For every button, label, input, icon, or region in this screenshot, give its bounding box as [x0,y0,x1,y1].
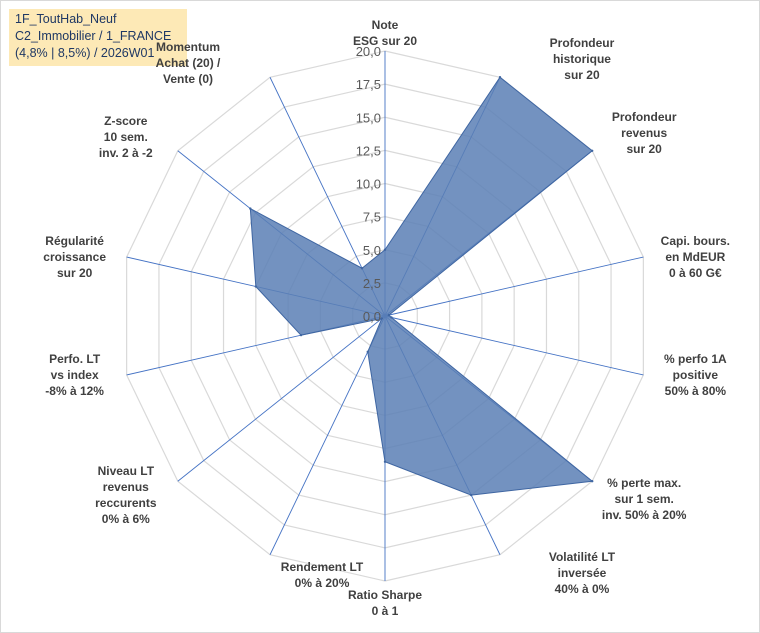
axis-label: Ratio Sharpe 0 à 1 [348,588,422,618]
data-point [366,350,369,354]
data-point [383,248,387,251]
info-box: 1F_ToutHab_Neuf C2_Immobilier / 1_FRANCE… [9,9,187,66]
data-point [383,460,387,463]
tick-label: 12,5 [356,143,381,158]
axis-label: % perfo 1A positive 50% à 80% [664,352,727,398]
tick-label: 0,0 [363,309,381,324]
axis-label-line: % perfo 1A [664,352,727,366]
tick-label: 20,0 [356,44,381,59]
radar-axis-labels: Note ESG sur 20 Profondeur historique sur 20… [43,18,730,618]
axis-label-line: Rendement LT [281,560,364,574]
data-point [498,76,502,79]
axis-label-line: inv. 2 à -2 [99,146,153,160]
info-line-1: 1F_ToutHab_Neuf [15,12,117,26]
axis-label-line: croissance [43,250,106,264]
axis-label-line: 50% à 80% [665,384,727,398]
tick-label: 7,5 [363,210,381,225]
axis-label: Capi. bours. en MdEUR 0 à 60 G€ [661,234,730,280]
axis-label-line: sur 20 [627,142,663,156]
axis-label-line: Momentum [156,40,220,54]
axis-label-line: Volatilité LT [549,550,616,564]
axis-label-line: inv. 50% à 20% [602,508,687,522]
series-area [249,76,594,496]
data-point [249,207,252,210]
axis-label-line: 0% à 20% [295,576,350,590]
axis-spoke [384,315,644,376]
radar-series [249,76,594,497]
axis-label-line: Perfo. LT [49,352,101,366]
axis-label: Perfo. LT vs index -8% à 12% [45,352,104,398]
axis-label-line: inversée [558,566,607,580]
axis-label: Note ESG sur 20 [353,18,417,48]
axis-label: Profondeur historique sur 20 [550,36,615,82]
info-line-3: (4,8% | 8,5%) / 2026W01 [15,46,155,60]
axis-label-line: 40% à 0% [555,582,610,596]
axis-label-line: Régularité [45,234,104,248]
axis-label-line: en MdEUR [665,250,725,264]
data-point [470,493,473,497]
data-point [390,316,393,319]
axis-label-line: Ratio Sharpe [348,588,422,602]
axis-label-line: Niveau LT [98,464,155,478]
axis-label-line: revenus [621,126,667,140]
data-point [254,285,258,288]
axis-label-line: sur 20 [57,266,93,280]
axis-spoke [269,315,386,555]
axis-label-line: Note [372,18,399,32]
data-point [299,333,303,337]
tick-label: 5,0 [363,243,381,258]
axis-label-line: Achat (20) / [156,56,221,70]
axis-label-line: Z-score [104,114,148,128]
axis-spoke [177,315,386,482]
data-point [360,267,364,270]
axis-label-line: Capi. bours. [661,234,730,248]
tick-label: 2,5 [363,276,381,291]
data-point [590,149,594,152]
axis-label-line: 0 à 60 G€ [669,266,722,280]
tick-label: 17,5 [356,77,381,92]
axis-label-line: -8% à 12% [45,384,104,398]
axis-label: Z-score 10 sem. inv. 2 à -2 [99,114,153,160]
axis-label: Niveau LT revenus reccurents 0% à 6% [95,464,157,526]
axis-label-line: 0 à 1 [372,604,399,618]
axis-label-line: ESG sur 20 [353,34,417,48]
axis-label-line: sur 1 sem. [614,492,673,506]
axis-spoke [384,256,644,317]
data-point [387,313,391,317]
axis-label-line: % perte max. [607,476,681,490]
axis-label-line: Vente (0) [163,72,213,86]
axis-label: % perte max. sur 1 sem. inv. 50% à 20% [602,476,687,522]
axis-label-line: 0% à 6% [102,512,150,526]
axis-label: Rendement LT 0% à 20% [281,560,364,590]
axis-label-line: Profondeur [550,36,615,50]
axis-label-line: sur 20 [564,68,600,82]
data-point [590,480,594,483]
data-point [380,317,384,320]
axis-label: Profondeur revenus sur 20 [612,110,677,156]
info-line-2: C2_Immobilier / 1_FRANCE [15,29,172,43]
axis-label-line: positive [673,368,719,382]
axis-label-line: revenus [103,480,149,494]
axis-label: Momentum Achat (20) / Vente (0) [156,40,221,86]
axis-label: Volatilité LT inversée 40% à 0% [549,550,616,596]
axis-label-line: 10 sem. [104,130,148,144]
radar-tick-labels: 0,0 2,5 5,0 7,5 10,0 12,5 15,0 17,5 20,0 [356,44,381,324]
tick-label: 15,0 [356,110,381,125]
axis-label: Régularité croissance sur 20 [43,234,106,280]
axis-label-line: vs index [51,368,99,382]
tick-label: 10,0 [356,177,381,192]
axis-label-line: historique [553,52,611,66]
axis-label-line: reccurents [95,496,157,510]
axis-label-line: Profondeur [612,110,677,124]
